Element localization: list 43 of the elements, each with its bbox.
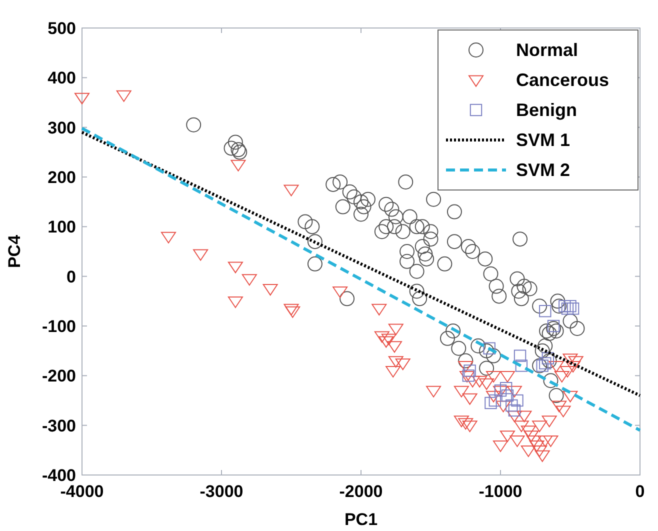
y-axis-title: PC4 (5, 234, 24, 268)
point (542, 352, 554, 364)
point (514, 350, 526, 362)
legend-label: Benign (516, 100, 577, 120)
legend-label: Normal (516, 40, 578, 60)
point (464, 364, 476, 377)
point (483, 342, 496, 354)
y-tick-label: 0 (66, 267, 76, 286)
x-axis-title: PC1 (344, 510, 378, 529)
point (547, 320, 560, 332)
legend-label: SVM 1 (516, 130, 570, 150)
x-tick-label: -1000 (478, 482, 522, 501)
point (462, 370, 475, 382)
point (566, 302, 580, 315)
legend-label: SVM 2 (516, 160, 570, 180)
point (508, 404, 521, 417)
x-tick-label: -4000 (60, 482, 104, 501)
point (539, 357, 552, 370)
point (488, 394, 502, 407)
point (561, 302, 574, 315)
y-tick-label: -300 (42, 416, 76, 436)
point (506, 399, 518, 412)
point (500, 382, 512, 394)
point (536, 360, 548, 372)
x-tick-label: -3000 (200, 482, 244, 501)
y-tick-label: -200 (42, 366, 76, 386)
y-tick-label: 100 (48, 218, 76, 237)
point (539, 305, 552, 318)
point (515, 360, 528, 372)
legend-label: Cancerous (516, 70, 610, 90)
y-tick-label: -100 (42, 317, 76, 336)
point (558, 300, 571, 312)
y-tick-label: -400 (42, 466, 76, 485)
point (484, 396, 497, 410)
point (564, 300, 576, 312)
y-tick-label: 200 (48, 168, 76, 187)
point (511, 394, 524, 407)
point (501, 389, 514, 402)
x-tick-label: -2000 (339, 482, 383, 501)
y-tick-label: 400 (48, 68, 76, 88)
x-tick-label: 0 (635, 482, 645, 501)
y-tick-label: 300 (48, 118, 76, 138)
y-tick-label: 500 (48, 19, 76, 38)
